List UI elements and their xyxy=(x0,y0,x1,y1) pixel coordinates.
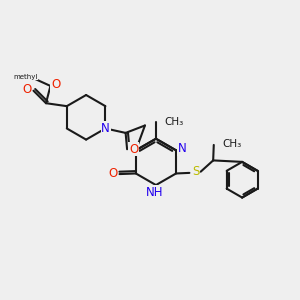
Text: N: N xyxy=(178,142,186,155)
Text: O: O xyxy=(108,167,118,180)
Text: O: O xyxy=(129,143,138,156)
Text: CH₃: CH₃ xyxy=(222,139,241,149)
Text: NH: NH xyxy=(146,186,164,199)
Text: S: S xyxy=(192,165,200,178)
Text: O: O xyxy=(22,83,32,96)
Text: CH₃: CH₃ xyxy=(165,117,184,127)
Text: methyl: methyl xyxy=(13,74,38,80)
Text: O: O xyxy=(51,78,60,91)
Text: N: N xyxy=(101,122,110,135)
